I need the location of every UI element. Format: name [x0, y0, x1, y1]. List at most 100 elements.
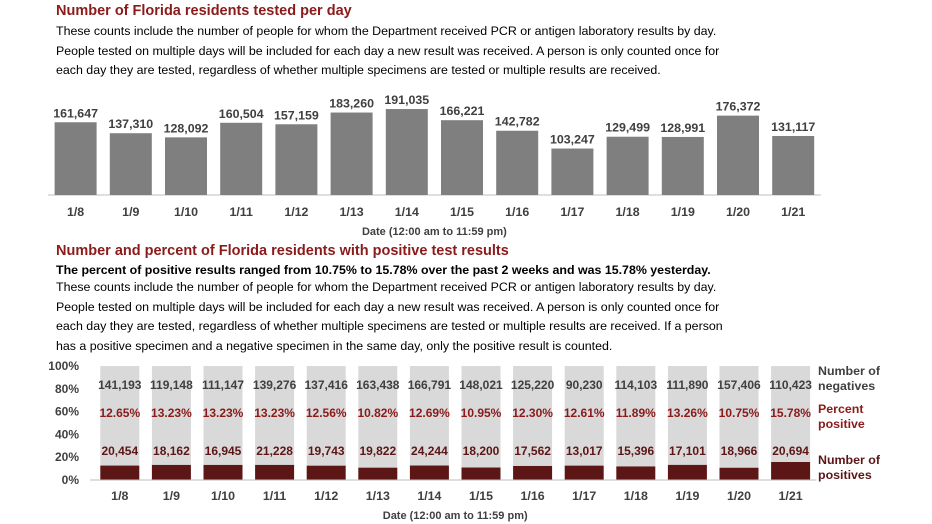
positives-value-label: 17,562: [514, 444, 551, 458]
legend-positives: Number of positives: [818, 453, 880, 483]
x-tick-label: 1/17: [572, 489, 596, 503]
positives-bar: [513, 465, 553, 480]
negatives-value-label: 148,021: [459, 378, 503, 392]
description-line: People tested on multiple days will be i…: [56, 43, 720, 58]
negatives-bar: [306, 366, 346, 466]
x-tick-label: 1/21: [781, 205, 805, 219]
tested-value-label: 166,221: [440, 104, 485, 118]
x-axis-label: Date (12:00 am to 11:59 pm): [383, 510, 528, 522]
percent-positive-label: 12.61%: [564, 406, 605, 420]
x-tick-label: 1/13: [340, 205, 364, 219]
positives-bar: [151, 464, 191, 480]
y-tick-label: 60%: [55, 405, 79, 419]
percent-positive-label: 12.65%: [99, 406, 140, 420]
x-tick-label: 1/21: [779, 489, 803, 503]
tested-bar: [551, 148, 594, 195]
y-tick-label: 0%: [62, 473, 80, 487]
percent-positive-label: 10.82%: [357, 406, 398, 420]
positives-bar: [667, 464, 707, 480]
x-tick-label: 1/12: [314, 489, 338, 503]
section1-description: These counts include the number of peopl…: [56, 22, 776, 81]
negatives-bar: [255, 366, 295, 465]
positives-bar: [203, 464, 243, 480]
y-tick-label: 40%: [55, 427, 79, 441]
tested-value-label: 103,247: [550, 133, 595, 147]
percent-positive-label: 12.56%: [306, 406, 347, 420]
percent-positive-label: 10.75%: [719, 406, 760, 420]
negatives-bar: [100, 366, 140, 466]
legend-percent-line2: positive: [818, 417, 865, 431]
negatives-value-label: 163,438: [356, 378, 400, 392]
x-tick-label: 1/11: [263, 489, 287, 503]
positives-bar: [461, 467, 501, 480]
legend-negatives: Number of negatives: [818, 364, 880, 394]
positives-value-label: 17,101: [669, 444, 706, 458]
tested-value-label: 191,035: [384, 93, 429, 107]
tested-bar: [165, 137, 207, 195]
percent-positive-label: 15.78%: [770, 406, 811, 420]
percent-positive-label: 10.95%: [461, 406, 502, 420]
negatives-bar: [461, 366, 501, 468]
negatives-bar: [513, 366, 553, 466]
y-tick-label: 80%: [55, 382, 79, 396]
positives-value-label: 16,945: [205, 444, 242, 458]
percent-positive-label: 13.26%: [667, 406, 708, 420]
x-tick-label: 1/9: [163, 489, 180, 503]
x-tick-label: 1/14: [395, 205, 419, 219]
positives-bar: [255, 464, 295, 480]
tested-bar: [275, 124, 318, 195]
positives-value-label: 15,396: [617, 444, 654, 458]
y-tick-label: 100%: [48, 359, 79, 373]
x-tick-label: 1/9: [122, 205, 139, 219]
tested-bar: [441, 120, 483, 195]
description-line: has a positive specimen and a negative s…: [56, 338, 613, 353]
positives-value-label: 20,694: [772, 444, 809, 458]
percent-positive-label: 13.23%: [151, 406, 192, 420]
x-tick-label: 1/20: [727, 489, 751, 503]
negatives-bar: [151, 366, 191, 465]
tested-value-label: 157,159: [274, 108, 319, 122]
x-tick-label: 1/14: [417, 489, 441, 503]
x-tick-label: 1/20: [726, 205, 750, 219]
section2-highlight: The percent of positive results ranged f…: [56, 263, 711, 277]
tested-bar: [661, 136, 704, 195]
section1-title: Number of Florida residents tested per d…: [56, 3, 352, 19]
percent-positive-label: 13.23%: [254, 406, 295, 420]
negatives-bar: [203, 366, 243, 465]
description-line: People tested on multiple days will be i…: [56, 299, 720, 314]
negatives-value-label: 137,416: [305, 378, 349, 392]
negatives-value-label: 125,220: [511, 378, 555, 392]
tested-value-label: 128,092: [164, 121, 209, 135]
tested-value-label: 142,782: [495, 115, 540, 129]
positives-value-label: 19,743: [308, 444, 345, 458]
x-tick-label: 1/11: [229, 205, 253, 219]
x-tick-label: 1/15: [450, 205, 474, 219]
positives-bar: [719, 467, 759, 480]
x-tick-label: 1/13: [366, 489, 390, 503]
negatives-value-label: 139,276: [253, 378, 297, 392]
negatives-value-label: 157,406: [717, 378, 761, 392]
tested-value-label: 160,504: [219, 107, 264, 121]
tested-bar: [330, 112, 373, 195]
positives-bar: [409, 465, 449, 480]
negatives-bar: [564, 366, 604, 466]
section2-description: These counts include the number of peopl…: [56, 278, 776, 356]
positives-value-label: 24,244: [411, 444, 448, 458]
negatives-value-label: 111,147: [202, 378, 244, 392]
x-tick-label: 1/18: [624, 489, 648, 503]
description-line: each day they are tested, regardless of …: [56, 319, 723, 333]
tested-value-label: 176,372: [716, 100, 761, 114]
description-line: These counts include the number of peopl…: [56, 24, 717, 38]
positives-value-label: 18,162: [153, 444, 190, 458]
tested-bar: [496, 130, 539, 195]
positives-bar: [564, 465, 604, 480]
tested-bar: [772, 135, 815, 195]
positives-bar: [306, 465, 346, 480]
x-tick-label: 1/16: [521, 489, 545, 503]
negatives-value-label: 166,791: [408, 378, 452, 392]
legend-negatives-line2: negatives: [818, 379, 876, 393]
negatives-bar: [409, 366, 449, 466]
negatives-value-label: 90,230: [566, 378, 603, 392]
